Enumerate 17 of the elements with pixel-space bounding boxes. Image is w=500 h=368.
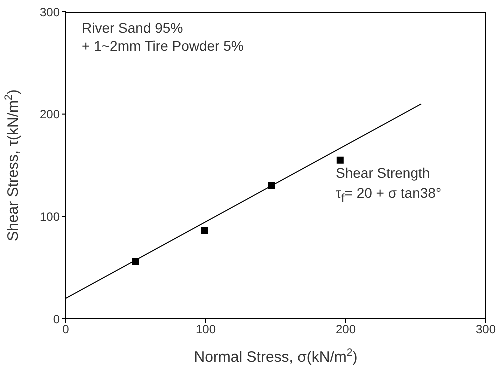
annotation: + 1~2mm Tire Powder 5% bbox=[82, 38, 244, 54]
annotation: Shear Strength bbox=[336, 165, 430, 181]
x-tick-label: 100 bbox=[196, 322, 216, 337]
x-tick-label: 0 bbox=[62, 322, 70, 337]
point bbox=[132, 258, 140, 266]
y-tick-label: 300 bbox=[40, 5, 60, 20]
x-tick-label: 300 bbox=[476, 322, 496, 337]
point bbox=[268, 182, 276, 190]
x-axis-title: Normal Stress, σ(kN/m$^{2}$) bbox=[194, 347, 358, 366]
point bbox=[336, 156, 344, 164]
y-tick-label: 100 bbox=[40, 210, 60, 224]
y-tick-label: 0 bbox=[53, 312, 60, 326]
annotation: τ$_{f}$= 20 + σ tan38° bbox=[336, 185, 442, 207]
point bbox=[201, 227, 208, 234]
annotation: River Sand 95% bbox=[82, 20, 184, 36]
y-tick-label: 200 bbox=[40, 108, 60, 122]
x-tick-label: 200 bbox=[336, 322, 356, 337]
